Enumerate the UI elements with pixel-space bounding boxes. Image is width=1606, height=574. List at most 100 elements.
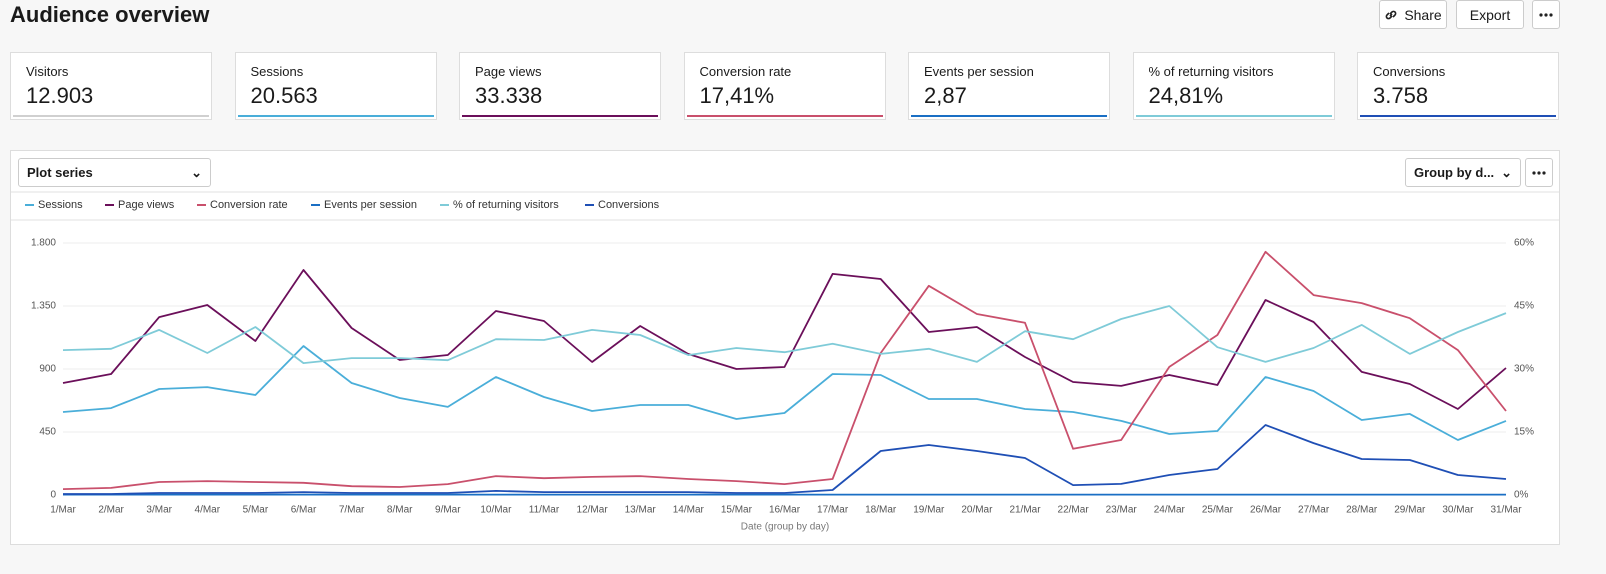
legend-label: Conversion rate (210, 199, 288, 211)
x-tick-label: 10/Mar (480, 505, 512, 516)
y2-tick-label: 15% (1514, 427, 1534, 438)
kpi-value: 24,81% (1148, 83, 1224, 108)
more-button[interactable] (1532, 0, 1560, 29)
dots-icon (1532, 170, 1546, 175)
y-tick-label: 450 (39, 427, 56, 438)
x-tick-label: 19/Mar (913, 505, 945, 516)
kpi-bar (911, 115, 1107, 117)
chart-panel: Plot series ⌄ Group by d... ⌄ (10, 150, 1560, 545)
x-tick-label: 21/Mar (1009, 505, 1041, 516)
kpi-card: Page views 33.338 (459, 52, 661, 120)
x-tick-label: 7/Mar (339, 505, 365, 516)
x-tick-label: 11/Mar (529, 505, 560, 516)
x-tick-label: 13/Mar (625, 505, 657, 516)
x-tick-label: 24/Mar (1154, 505, 1186, 516)
x-tick-label: 30/Mar (1442, 505, 1474, 516)
x-tick-label: 14/Mar (673, 505, 705, 516)
share-label: Share (1404, 6, 1442, 23)
kpi-bar (1135, 115, 1332, 117)
plot-series-dropdown[interactable]: Plot series ⌄ (18, 158, 211, 187)
y-tick-label: 1.350 (31, 301, 56, 312)
kpi-value: 17,41% (699, 83, 775, 108)
kpi-card: Conversions 3.758 (1357, 52, 1559, 120)
series-line (62, 305, 1507, 364)
dropdown-label: Group by d... (1414, 165, 1495, 180)
series-line (63, 424, 1507, 495)
dots-icon (1539, 12, 1553, 17)
x-tick-label: 5/Mar (243, 505, 269, 516)
kpi-label: Conversions (1373, 64, 1446, 79)
kpi-value: 2,87 (924, 83, 967, 108)
page-title: Audience overview (10, 2, 210, 27)
kpi-bar (686, 115, 883, 117)
legend-label: % of returning visitors (453, 199, 559, 211)
kpi-card: % of returning visitors 24,81% (1132, 52, 1335, 120)
kpi-bar (462, 115, 658, 117)
y2-tick-label: 30% (1514, 364, 1534, 375)
group-by-dropdown[interactable]: Group by d... ⌄ (1405, 158, 1521, 187)
kpi-bar (13, 115, 209, 117)
series-line (62, 269, 1507, 410)
x-tick-label: 29/Mar (1394, 505, 1426, 516)
kpi-label: Page views (475, 64, 542, 79)
kpi-label: Conversion rate (699, 64, 792, 79)
x-tick-label: 26/Mar (1250, 505, 1282, 516)
x-tick-label: 6/Mar (291, 505, 317, 516)
x-tick-label: 31/Mar (1490, 505, 1522, 516)
legend-label: Events per session (324, 199, 417, 211)
chart-more-button[interactable] (1525, 158, 1553, 187)
kpi-value: 12.903 (26, 83, 94, 108)
x-tick-label: 25/Mar (1202, 505, 1234, 516)
kpi-value: 3.758 (1373, 83, 1429, 108)
kpi-value: 20.563 (250, 83, 318, 108)
x-tick-label: 1/Mar (50, 505, 76, 516)
kpi-card: Conversion rate 17,41% (683, 52, 886, 120)
x-tick-label: 2/Mar (98, 505, 124, 516)
legend-label: Sessions (38, 199, 83, 211)
x-tick-label: 12/Mar (577, 505, 609, 516)
x-tick-label: 3/Mar (146, 505, 172, 516)
kpi-label: Sessions (250, 64, 304, 79)
y2-tick-label: 45% (1514, 301, 1534, 312)
x-tick-label: 28/Mar (1346, 505, 1378, 516)
legend-label: Conversions (598, 199, 660, 211)
x-tick-label: 8/Mar (387, 505, 413, 516)
link-icon (1385, 10, 1397, 19)
x-tick-label: 27/Mar (1298, 505, 1330, 516)
y-tick-label: 0 (50, 490, 56, 501)
kpi-card: Visitors 12.903 (10, 52, 212, 120)
kpi-label: Visitors (26, 64, 69, 79)
kpi-card: Sessions 20.563 (234, 52, 437, 120)
export-label: Export (1469, 6, 1511, 23)
x-tick-label: 15/Mar (721, 505, 753, 516)
x-tick-label: 4/Mar (195, 505, 221, 516)
export-button[interactable]: Export (1456, 0, 1524, 29)
kpi-bar (237, 115, 434, 117)
dropdown-label: Plot series (27, 165, 93, 180)
series-line (62, 250, 1507, 490)
y2-tick-label: 0% (1514, 490, 1529, 501)
kpi-card: Events per session 2,87 (908, 52, 1110, 120)
x-tick-label: 9/Mar (435, 505, 461, 516)
kpi-value: 33.338 (475, 83, 543, 108)
kpi-bar (1360, 115, 1556, 117)
chevron: ⌄ (1501, 164, 1512, 180)
x-tick-label: 18/Mar (865, 505, 897, 516)
series-line (62, 345, 1507, 441)
x-tick-label: 23/Mar (1106, 505, 1138, 516)
kpi-label: % of returning visitors (1148, 64, 1274, 79)
x-tick-label: 17/Mar (817, 505, 849, 516)
share-button[interactable]: Share (1379, 0, 1447, 29)
chevron: ⌄ (191, 164, 202, 180)
x-tick-label: 16/Mar (769, 505, 801, 516)
x-axis-label: Date (group by day) (741, 522, 829, 533)
y-tick-label: 1.800 (31, 238, 56, 249)
x-tick-label: 22/Mar (1058, 505, 1090, 516)
y-tick-label: 900 (39, 364, 56, 375)
kpi-label: Events per session (924, 64, 1034, 79)
legend-label: Page views (118, 199, 175, 211)
x-tick-label: 20/Mar (961, 505, 993, 516)
y2-tick-label: 60% (1514, 238, 1534, 249)
